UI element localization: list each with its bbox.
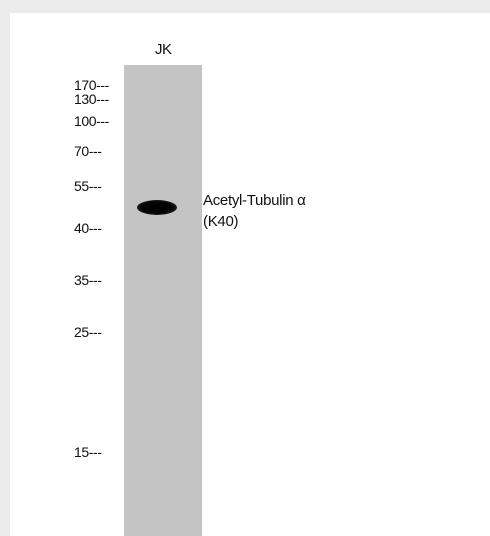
- marker-130: 130---: [74, 91, 109, 107]
- marker-15: 15---: [74, 444, 102, 460]
- protein-band: [137, 200, 177, 215]
- marker-170: 170---: [74, 77, 109, 93]
- marker-55: 55---: [74, 178, 102, 194]
- marker-100: 100---: [74, 113, 109, 129]
- marker-35: 35---: [74, 272, 102, 288]
- band-label-line1: Acetyl-Tubulin α: [203, 192, 306, 209]
- marker-25: 25---: [74, 324, 102, 340]
- band-label: Acetyl-Tubulin α (K40): [203, 190, 306, 232]
- band-label-line2: (K40): [203, 213, 239, 230]
- blot-panel: [10, 13, 490, 536]
- lane-label: JK: [155, 41, 172, 58]
- marker-70: 70---: [74, 143, 102, 159]
- marker-40: 40---: [74, 220, 102, 236]
- gel-lane: [124, 65, 202, 536]
